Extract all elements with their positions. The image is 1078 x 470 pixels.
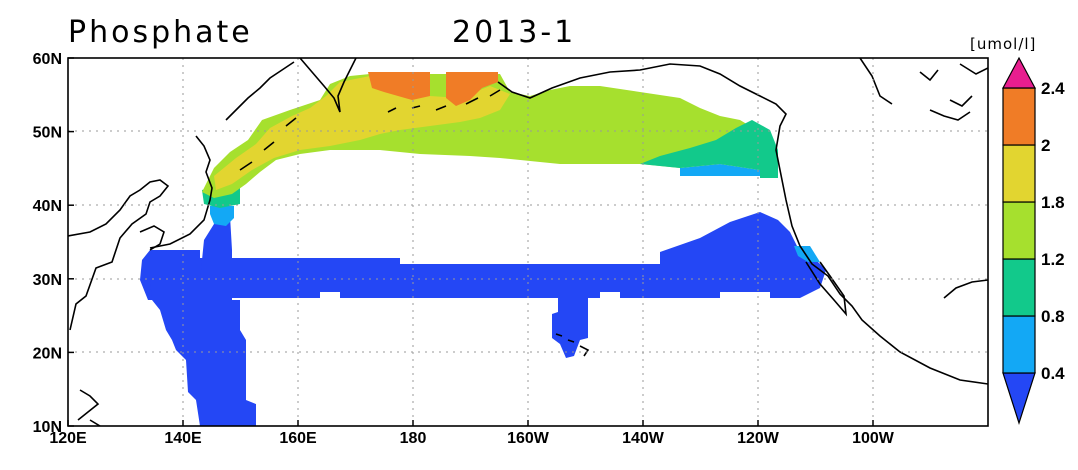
colorbar-segment [1002, 258, 1036, 317]
colorbar-label: 2.4 [1041, 79, 1065, 98]
region-subarctic-yellow [214, 76, 510, 190]
hawaii-islands [555, 333, 590, 357]
lon-tick-label: 120E [49, 430, 87, 447]
region-subtropical-band [140, 212, 826, 300]
graticule [68, 58, 988, 426]
lon-tick-label: 140W [622, 430, 665, 447]
sakhalin-kamchatka [225, 58, 357, 121]
alaska-coast-line [497, 63, 988, 385]
region-western-boundary [150, 216, 256, 426]
colorbar-high-extend [1002, 56, 1036, 89]
lat-tick-label: 50N [33, 125, 62, 142]
colorbar-label: 1.8 [1041, 193, 1065, 212]
map-date: 2013-1 [452, 15, 576, 50]
region-japan-cyan [210, 206, 234, 226]
colorbar-low-extend [1002, 372, 1036, 425]
region-gulf-cyan [680, 164, 760, 178]
colorbar-segment [1002, 144, 1036, 203]
north-america-north [859, 58, 988, 121]
lat-tick-label: 20N [33, 345, 62, 362]
japan-coast [149, 135, 213, 249]
colorbar-segment [1002, 315, 1036, 374]
lon-tick-label: 140E [164, 430, 202, 447]
region-bering-patch [446, 72, 498, 106]
lat-tick-label: 60N [33, 51, 62, 68]
philippines [77, 389, 101, 426]
region-california-cyan [794, 246, 820, 262]
baja-coast [805, 261, 848, 317]
region-okhotsk-patch [368, 72, 430, 100]
lon-tick-label: 160W [507, 430, 550, 447]
region-alaska-coast [640, 120, 778, 178]
colorbar-label: 0.8 [1041, 307, 1065, 326]
lon-tick-label: 160E [279, 430, 317, 447]
lat-tick-label: 10N [33, 419, 62, 436]
colorbar-label: 1.2 [1041, 250, 1065, 269]
colorbar-segment [1002, 87, 1036, 146]
lon-tick-label: 100W [852, 430, 895, 447]
lat-tick-label: 40N [33, 198, 62, 215]
colorbar-segment [1002, 201, 1036, 260]
region-hawaii-spur [552, 296, 588, 358]
lon-tick-label: 180 [400, 430, 427, 447]
coastlines [68, 58, 988, 426]
colorbar: 0.4 0.8 1.2 1.8 2 2.4 [1002, 56, 1065, 425]
kuril-aleutians [239, 89, 501, 171]
lon-tick-label: 120W [737, 430, 780, 447]
lat-tick-label: 30N [33, 272, 62, 289]
axis-ticks: 120E 140E 160E 180 160W 140W 120W 100W 60N 50N 40N… [33, 51, 895, 447]
colorbar-label: 0.4 [1041, 364, 1065, 383]
coverage-gaps [240, 172, 800, 426]
asia-coastline [68, 179, 170, 331]
colorbar-label: 2 [1041, 136, 1050, 155]
mexico-gulf [943, 279, 988, 299]
map-data-field [140, 72, 826, 426]
units-label: [umol/l] [970, 35, 1036, 53]
map-title: Phosphate [68, 15, 253, 50]
